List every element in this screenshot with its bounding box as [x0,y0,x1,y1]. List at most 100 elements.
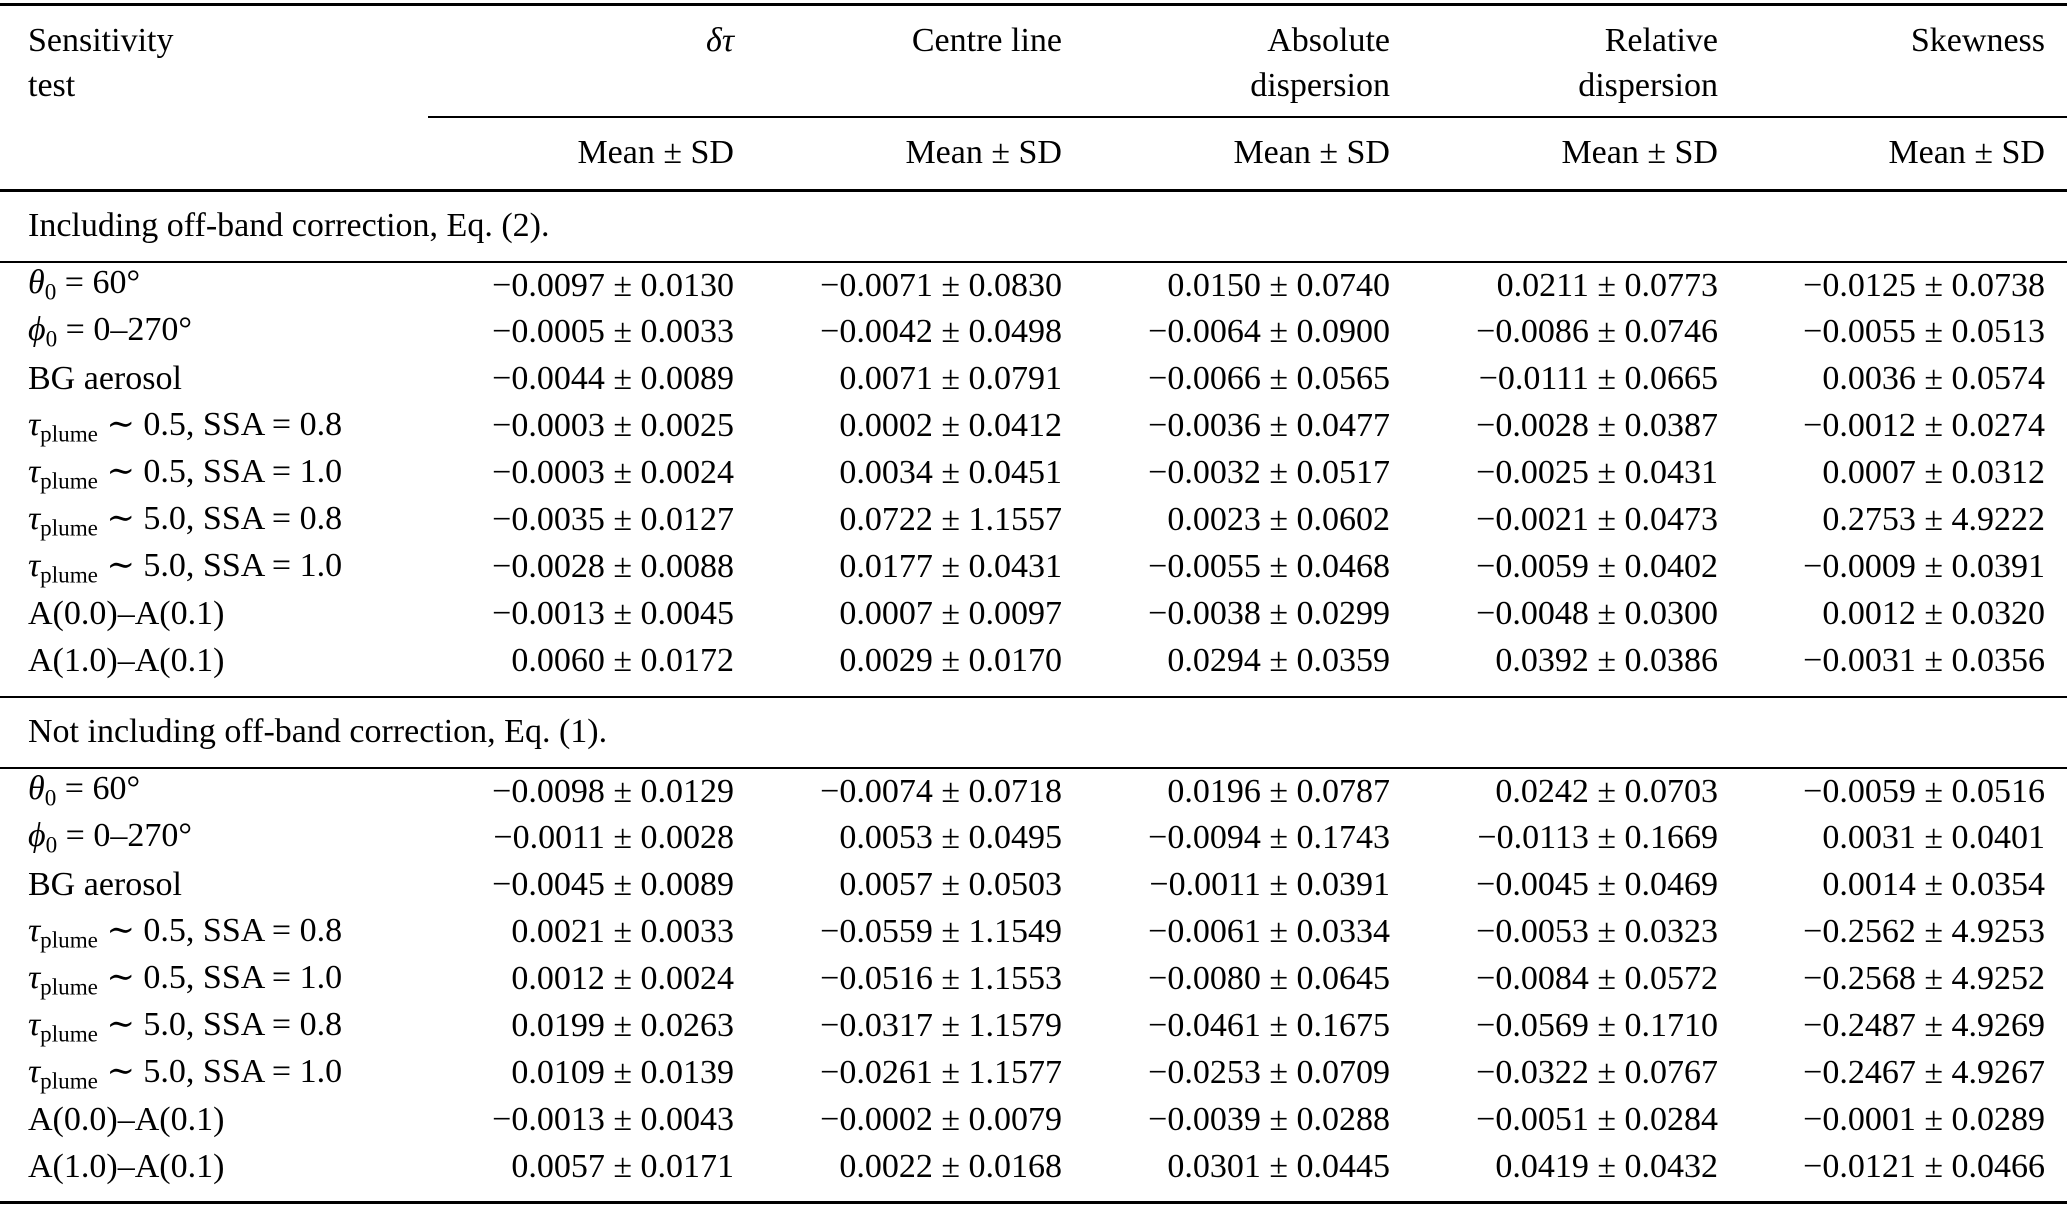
row-header: Sensitivity test [0,5,428,117]
value-cell-centre-line: 0.0034 ± 0.0451 [839,454,1062,491]
value-cell-centre-line: 0.0007 ± 0.0097 [839,595,1062,632]
value-cell-dtau: −0.0003 ± 0.0025 [492,407,734,444]
table-row: A(1.0)–A(0.1) 0.0060 ± 0.0172 0.0029 ± 0.0… [0,638,2067,697]
table-head: Sensitivity test δτ Centre line Absolute… [0,4,2067,192]
value-cell-centre-line: −0.0002 ± 0.0079 [820,1101,1062,1138]
value-cell-absolute-dispersion: −0.0080 ± 0.0645 [1148,960,1390,997]
value-cell-skewness: −0.2568 ± 4.9252 [1803,960,2045,997]
column-header-skewness: Skewness [1740,4,2067,118]
value-cell-relative-dispersion: −0.0028 ± 0.0387 [1476,407,1718,444]
subheader-skewness: Mean ± SD [1740,116,2067,192]
value-cell-absolute-dispersion: −0.0036 ± 0.0477 [1148,407,1390,444]
value-cell-dtau: −0.0035 ± 0.0127 [492,501,734,538]
value-cell-dtau: −0.0003 ± 0.0024 [492,454,734,491]
value-cell-skewness: −0.2467 ± 4.9267 [1803,1054,2045,1091]
table-body: Including off-band correction, Eq. (2). θ… [0,190,2067,1203]
row-label: τplume ∼ 5.0, SSA = 0.8 [28,499,343,542]
value-cell-dtau: 0.0060 ± 0.0172 [511,642,734,679]
column-header-relative-dispersion: Relative dispersion [1412,4,1740,118]
row-label: BG aerosol [28,866,182,903]
value-cell-skewness: −0.0001 ± 0.0289 [1803,1101,2045,1138]
value-cell-absolute-dispersion: −0.0011 ± 0.0391 [1149,866,1390,903]
table-row: A(1.0)–A(0.1) 0.0057 ± 0.0171 0.0022 ± 0.0… [0,1144,2067,1203]
value-cell-absolute-dispersion: 0.0196 ± 0.0787 [1167,772,1390,810]
value-cell-skewness: −0.2562 ± 4.9253 [1803,913,2045,950]
value-cell-dtau: 0.0021 ± 0.0033 [511,913,734,950]
value-cell-absolute-dispersion: −0.0055 ± 0.0468 [1148,548,1390,585]
value-cell-relative-dispersion: −0.0113 ± 0.1669 [1477,819,1718,856]
table-row: τplume ∼ 5.0, SSA = 0.8 −0.0035 ± 0.0127 0… [0,497,2067,544]
value-cell-skewness: −0.0031 ± 0.0356 [1803,642,2045,679]
value-cell-relative-dispersion: −0.0051 ± 0.0284 [1476,1101,1718,1138]
value-cell-dtau: −0.0044 ± 0.0089 [492,360,734,397]
value-cell-absolute-dispersion: −0.0039 ± 0.0288 [1148,1101,1390,1138]
value-cell-skewness: 0.0014 ± 0.0354 [1822,866,2045,903]
table-row: ϕ0 = 0–270° −0.0011 ± 0.0028 0.0053 ± 0.04… [0,815,2067,862]
value-cell-relative-dispersion: −0.0111 ± 0.0665 [1478,360,1718,397]
section-title: Including off-band correction, Eq. (2). [0,190,2067,263]
table-row: θ0 = 60° −0.0098 ± 0.0129 −0.0074 ± 0.0718… [0,768,2067,815]
value-cell-absolute-dispersion: −0.0094 ± 0.1743 [1148,819,1390,856]
value-cell-skewness: −0.0121 ± 0.0466 [1803,1147,2045,1185]
subheader-absolute-dispersion: Mean ± SD [1084,116,1412,192]
value-cell-centre-line: 0.0053 ± 0.0495 [839,819,1062,856]
value-cell-centre-line: 0.0177 ± 0.0431 [839,548,1062,585]
value-cell-absolute-dispersion: 0.0301 ± 0.0445 [1167,1147,1390,1185]
value-cell-absolute-dispersion: 0.0150 ± 0.0740 [1167,266,1390,304]
value-cell-centre-line: −0.0317 ± 1.1579 [820,1007,1062,1044]
value-cell-centre-line: −0.0559 ± 1.1549 [820,913,1062,950]
value-cell-relative-dispersion: −0.0021 ± 0.0473 [1476,501,1718,538]
row-label: A(1.0)–A(0.1) [28,1147,225,1185]
table-row: θ0 = 60° −0.0097 ± 0.0130 −0.0071 ± 0.0830… [0,262,2067,309]
subheader-centre-line: Mean ± SD [756,116,1084,192]
value-cell-skewness: −0.0055 ± 0.0513 [1803,313,2045,350]
row-label: A(0.0)–A(0.1) [28,595,225,632]
value-cell-dtau: 0.0199 ± 0.0263 [511,1007,734,1044]
value-cell-skewness: −0.2487 ± 4.9269 [1803,1007,2045,1044]
value-cell-skewness: −0.0009 ± 0.0391 [1803,548,2045,585]
table-row: τplume ∼ 0.5, SSA = 1.0 0.0012 ± 0.0024 −0… [0,956,2067,1003]
table-row: BG aerosol −0.0045 ± 0.0089 0.0057 ± 0.050… [0,862,2067,909]
row-label: τplume ∼ 5.0, SSA = 0.8 [28,1005,343,1048]
value-cell-absolute-dispersion: −0.0064 ± 0.0900 [1148,313,1390,350]
table-row: A(0.0)–A(0.1) −0.0013 ± 0.0045 0.0007 ± 0.… [0,591,2067,638]
value-cell-absolute-dispersion: 0.0023 ± 0.0602 [1167,501,1390,538]
value-cell-dtau: 0.0057 ± 0.0171 [511,1147,734,1185]
value-cell-skewness: 0.0031 ± 0.0401 [1822,819,2045,856]
value-cell-absolute-dispersion: −0.0253 ± 0.0709 [1148,1054,1390,1091]
row-label: ϕ0 = 0–270° [28,816,192,859]
value-cell-skewness: 0.2753 ± 4.9222 [1822,501,2045,538]
value-cell-dtau: 0.0012 ± 0.0024 [511,960,734,997]
value-cell-centre-line: 0.0029 ± 0.0170 [839,642,1062,679]
value-cell-dtau: −0.0011 ± 0.0028 [493,819,734,856]
section-header-row: Not including off-band correction, Eq. (… [0,695,2067,769]
value-cell-relative-dispersion: 0.0211 ± 0.0773 [1496,266,1718,304]
table-row: τplume ∼ 5.0, SSA = 1.0 −0.0028 ± 0.0088 0… [0,544,2067,591]
value-cell-absolute-dispersion: −0.0461 ± 0.1675 [1148,1007,1390,1044]
value-cell-absolute-dispersion: −0.0032 ± 0.0517 [1148,454,1390,491]
subheader-empty [0,116,428,192]
row-header-line1: Sensitivity [28,22,174,59]
table-row: A(0.0)–A(0.1) −0.0013 ± 0.0043 −0.0002 ± 0… [0,1097,2067,1144]
column-header-dtau: δτ [428,4,756,118]
subheader-relative-dispersion: Mean ± SD [1412,116,1740,192]
value-cell-absolute-dispersion: 0.0294 ± 0.0359 [1167,642,1390,679]
table-row: τplume ∼ 0.5, SSA = 1.0 −0.0003 ± 0.0024 0… [0,450,2067,497]
value-cell-skewness: −0.0012 ± 0.0274 [1803,407,2045,444]
value-cell-skewness: −0.0059 ± 0.0516 [1803,772,2045,810]
value-cell-absolute-dispersion: −0.0038 ± 0.0299 [1148,595,1390,632]
row-label: A(1.0)–A(0.1) [28,642,225,679]
value-cell-centre-line: 0.0057 ± 0.0503 [839,866,1062,903]
value-cell-centre-line: −0.0074 ± 0.0718 [820,772,1062,810]
table-row: ϕ0 = 0–270° −0.0005 ± 0.0033 −0.0042 ± 0.0… [0,309,2067,356]
value-cell-relative-dispersion: −0.0025 ± 0.0431 [1476,454,1718,491]
value-cell-skewness: −0.0125 ± 0.0738 [1803,266,2045,304]
value-cell-dtau: −0.0097 ± 0.0130 [492,266,734,304]
column-group-header-row: Sensitivity test δτ Centre line Absolute… [0,4,2067,118]
value-cell-skewness: 0.0036 ± 0.0574 [1822,360,2045,397]
row-label: ϕ0 = 0–270° [28,310,192,353]
row-label: τplume ∼ 5.0, SSA = 1.0 [28,546,343,589]
value-cell-relative-dispersion: −0.0045 ± 0.0469 [1476,866,1718,903]
value-cell-dtau: 0.0109 ± 0.0139 [511,1054,734,1091]
